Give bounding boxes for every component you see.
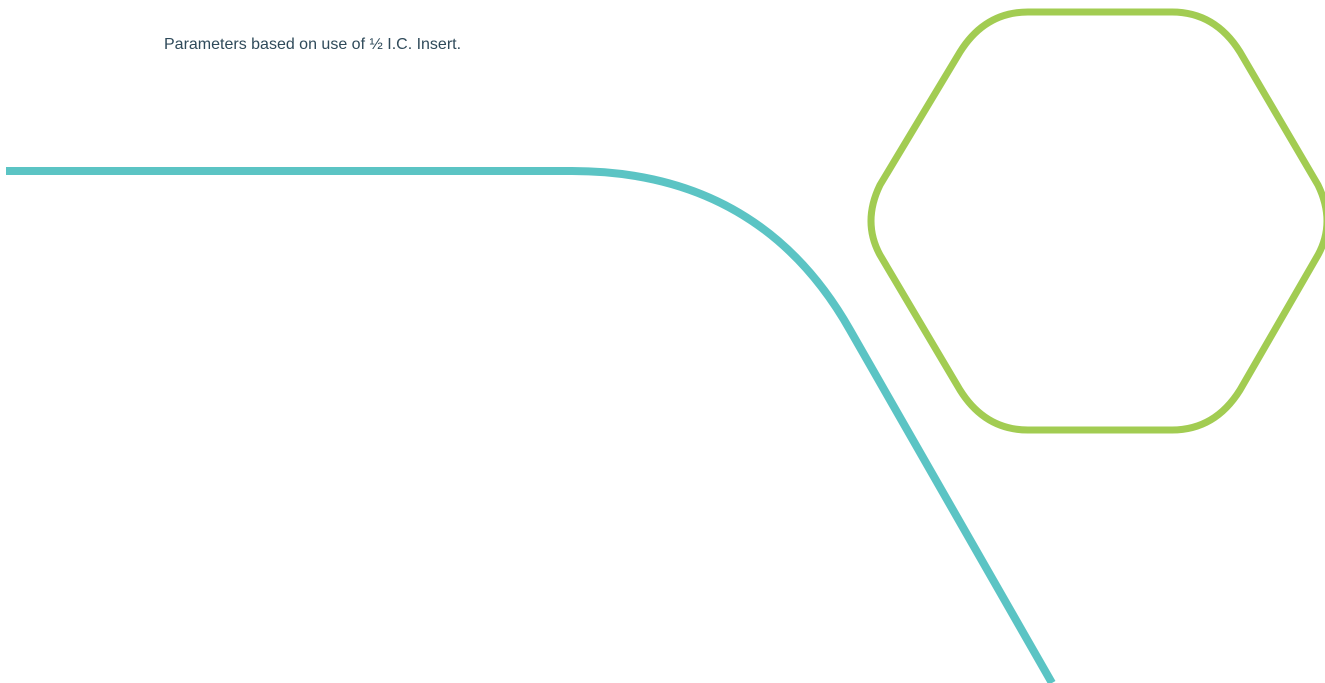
teal-curve-line-icon — [6, 167, 1056, 683]
parameters-footnote: Parameters based on use of ½ I.C. Insert… — [164, 36, 462, 53]
green-hexagon-icon — [867, 8, 1325, 434]
